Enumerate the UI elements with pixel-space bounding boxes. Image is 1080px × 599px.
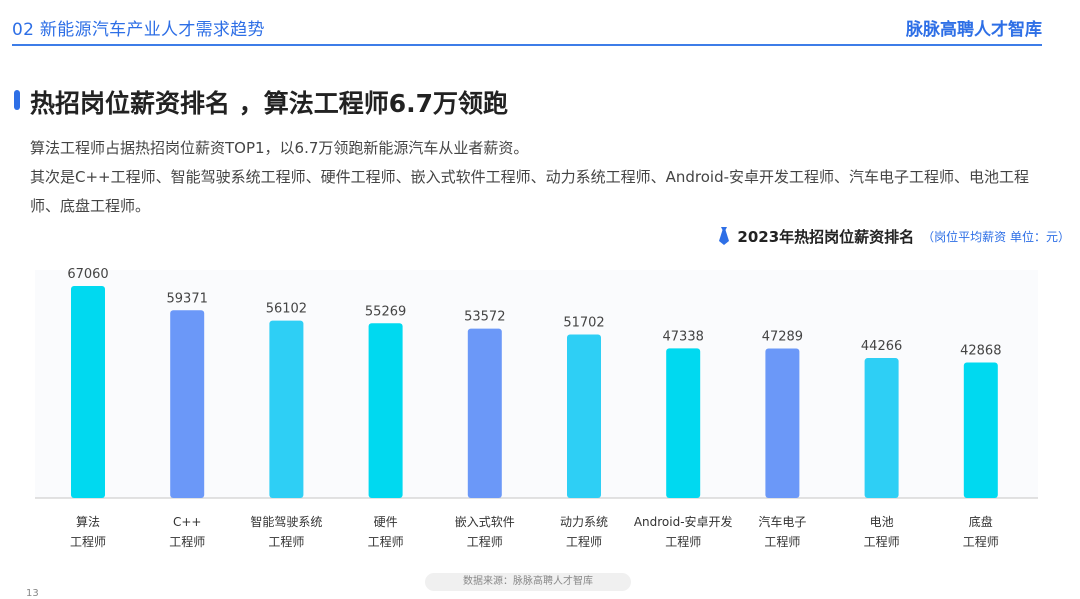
x-tick-label: 嵌入式软件 bbox=[455, 515, 515, 529]
description-line-1: 算法工程师占据热招岗位薪资TOP1，以6.7万领跑新能源汽车从业者薪资。 bbox=[30, 139, 529, 157]
x-tick-label: 工程师 bbox=[764, 534, 800, 549]
chart-title: 2023年热招岗位薪资排名 bbox=[737, 227, 915, 246]
header-divider bbox=[12, 44, 1042, 46]
bar-group: 55269 硬件工程师 bbox=[365, 304, 406, 549]
x-tick-label: 动力系统 bbox=[560, 515, 608, 529]
data-label: 47289 bbox=[762, 330, 803, 345]
x-tick-label: 工程师 bbox=[70, 534, 106, 549]
x-tick-label: C++ bbox=[173, 515, 202, 529]
bar bbox=[963, 362, 998, 498]
bar bbox=[170, 310, 205, 498]
page-title: 热招岗位薪资排名 ，算法工程师6.7万领跑 bbox=[30, 89, 508, 118]
x-tick-label: 工程师 bbox=[169, 534, 205, 549]
x-tick-label: 工程师 bbox=[566, 534, 602, 549]
bar bbox=[71, 286, 105, 498]
x-tick-label: 工程师 bbox=[467, 534, 503, 549]
data-label: 47338 bbox=[663, 329, 704, 344]
bar bbox=[368, 323, 403, 498]
x-tick-label: 工程师 bbox=[864, 534, 900, 549]
x-tick-label: 电池 bbox=[870, 515, 894, 529]
bar bbox=[467, 328, 502, 498]
chart-header: 2023年热招岗位薪资排名 （岗位平均薪资 单位：元） bbox=[717, 226, 1070, 246]
x-tick-label: 硬件 bbox=[374, 515, 398, 529]
data-label: 44266 bbox=[861, 339, 902, 354]
bar-group: 56102 智能驾驶系统工程师 bbox=[250, 302, 322, 549]
tie-icon bbox=[719, 227, 730, 245]
bar bbox=[765, 348, 800, 498]
x-tick-label: 算法 bbox=[76, 514, 100, 529]
data-label: 53572 bbox=[464, 310, 505, 325]
x-tick-label: 工程师 bbox=[268, 534, 304, 549]
bar-group: 47338 Android-安卓开发工程师 bbox=[634, 329, 733, 549]
data-label: 51702 bbox=[563, 316, 604, 331]
bar-group: 59371 C++ 工程师 bbox=[167, 291, 208, 549]
page-number: 13 bbox=[26, 588, 39, 599]
bar-group: 47289 汽车电子工程师 bbox=[758, 330, 806, 549]
data-label: 67060 bbox=[67, 267, 108, 282]
page-header: 02 新能源汽车产业人才需求趋势 脉脉高聘人才智库 bbox=[0, 0, 1080, 48]
bar-group: 53572 嵌入式软件工程师 bbox=[455, 310, 515, 549]
salary-bar-chart: 67060算法工程师59371C++工程师56102智能驾驶系统工程师55269… bbox=[35, 267, 1038, 549]
bar bbox=[567, 334, 601, 498]
data-label: 59371 bbox=[167, 291, 208, 306]
brand-logo: 脉脉高聘人才智库 bbox=[906, 20, 1042, 40]
data-label: 56102 bbox=[266, 302, 307, 317]
bar bbox=[666, 348, 701, 498]
bar bbox=[864, 358, 899, 498]
section-title: 02 新能源汽车产业人才需求趋势 bbox=[12, 20, 265, 40]
data-label: 42868 bbox=[960, 343, 1001, 358]
title-accent-bar bbox=[14, 90, 20, 110]
x-tick-label: 工程师 bbox=[368, 534, 404, 549]
x-tick-label: 汽车电子 bbox=[758, 514, 806, 529]
bar-group: 42868 底盘工程师 bbox=[960, 343, 1001, 549]
bar-group: 67060 算法工程师 bbox=[67, 267, 108, 549]
bar-group: 44266 电池工程师 bbox=[861, 339, 902, 549]
description: 算法工程师占据热招岗位薪资TOP1，以6.7万领跑新能源汽车从业者薪资。 其次是… bbox=[30, 134, 1040, 221]
x-tick-label: 工程师 bbox=[665, 534, 701, 549]
data-label: 55269 bbox=[365, 304, 406, 319]
data-source: 数据来源：脉脉高聘人才智库 bbox=[425, 573, 631, 591]
x-tick-label: Android-安卓开发 bbox=[634, 514, 733, 529]
bar-group: 51702 动力系统工程师 bbox=[560, 316, 608, 549]
x-tick-label: 智能驾驶系统 bbox=[250, 514, 322, 529]
x-tick-label: 工程师 bbox=[963, 534, 999, 549]
description-line-2: 其次是C++工程师、智能驾驶系统工程师、硬件工程师、嵌入式软件工程师、动力系统工… bbox=[30, 168, 1030, 215]
chart-subtitle: （岗位平均薪资 单位：元） bbox=[922, 229, 1070, 244]
bar bbox=[269, 320, 304, 498]
x-tick-label: 底盘 bbox=[969, 514, 993, 529]
